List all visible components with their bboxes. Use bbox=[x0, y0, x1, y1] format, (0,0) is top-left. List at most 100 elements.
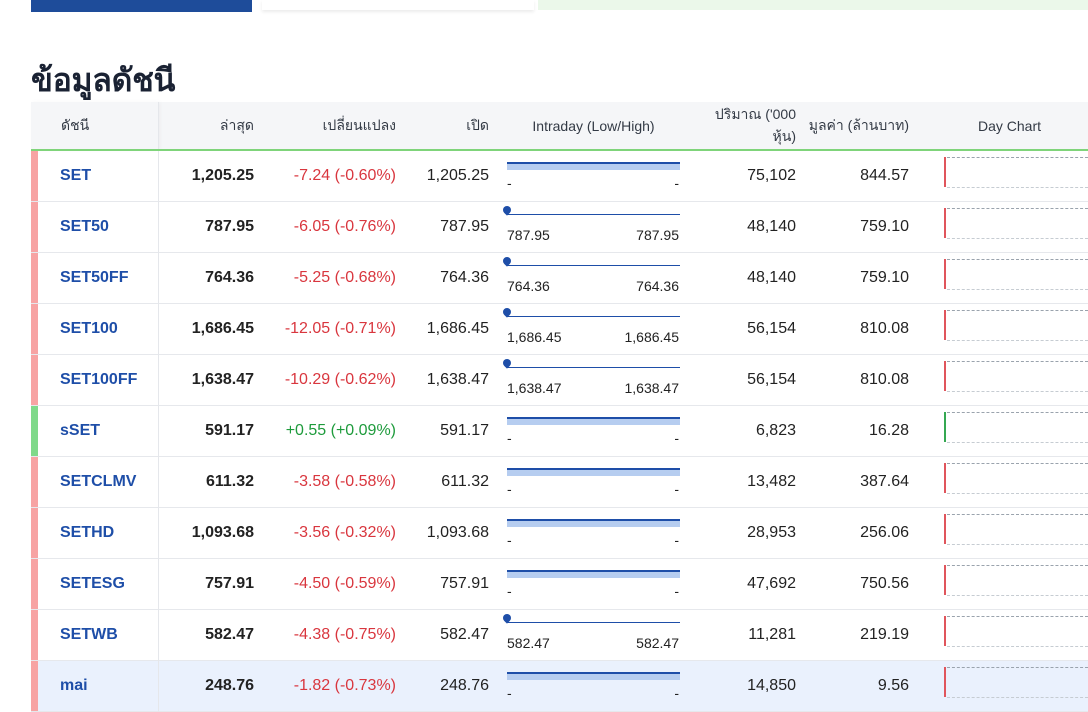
intraday-track bbox=[507, 316, 680, 317]
column-header-last[interactable]: ล่าสุด bbox=[158, 102, 260, 151]
intraday-low: 1,686.45 bbox=[507, 329, 562, 345]
day-chart-cell[interactable] bbox=[931, 661, 1088, 712]
day-chart-cell[interactable] bbox=[931, 355, 1088, 406]
day-chart-sparkline[interactable] bbox=[931, 661, 1088, 711]
table-row[interactable]: SET100FF 1,638.47 -10.29 (-0.62%) 1,638.… bbox=[31, 354, 1088, 406]
intraday-fill bbox=[507, 674, 680, 680]
intraday-low: - bbox=[507, 685, 512, 701]
table-row[interactable]: SET100 1,686.45 -12.05 (-0.71%) 1,686.45… bbox=[31, 303, 1088, 355]
table-row[interactable]: SET50FF 764.36 -5.25 (-0.68%) 764.36 764… bbox=[31, 252, 1088, 304]
day-chart-baseline bbox=[947, 646, 1088, 647]
day-chart-prev-close-line bbox=[947, 310, 1088, 311]
day-chart-sparkline[interactable] bbox=[931, 253, 1088, 303]
day-chart-cell[interactable] bbox=[931, 508, 1088, 559]
table-header-row: ดัชนี ล่าสุด เปลี่ยนแปลง เปิด Intraday (… bbox=[31, 102, 1088, 151]
day-chart-cell[interactable] bbox=[931, 559, 1088, 610]
value-cell: 810.08 bbox=[860, 371, 909, 388]
index-name-link[interactable]: mai bbox=[60, 677, 88, 694]
index-name-link[interactable]: SETESG bbox=[60, 575, 125, 592]
intraday-low: 1,638.47 bbox=[507, 380, 562, 396]
table-row[interactable]: SET 1,205.25 -7.24 (-0.60%) 1,205.25 - -… bbox=[31, 150, 1088, 202]
day-chart-baseline bbox=[947, 289, 1088, 290]
table-row[interactable]: SETCLMV 611.32 -3.58 (-0.58%) 611.32 - -… bbox=[31, 456, 1088, 508]
index-name-link[interactable]: SET100 bbox=[60, 320, 118, 337]
index-name-cell[interactable]: SET50 bbox=[31, 201, 159, 253]
index-name-cell[interactable]: SET100 bbox=[31, 303, 159, 355]
intraday-fill bbox=[507, 470, 680, 476]
index-name-cell[interactable]: SETHD bbox=[31, 507, 159, 559]
index-name-cell[interactable]: SETCLMV bbox=[31, 456, 159, 508]
change-cell: -12.05 (-0.71%) bbox=[284, 320, 396, 337]
index-name-link[interactable]: SETWB bbox=[60, 626, 118, 643]
day-chart-line bbox=[944, 667, 946, 697]
day-chart-sparkline[interactable] bbox=[931, 406, 1088, 456]
day-chart-baseline bbox=[947, 697, 1088, 698]
intraday-cell: - - bbox=[495, 457, 692, 508]
index-name-link[interactable]: SETCLMV bbox=[60, 473, 137, 490]
index-name-link[interactable]: SET bbox=[60, 167, 92, 184]
volume-cell: 14,850 bbox=[747, 677, 796, 694]
intraday-track bbox=[507, 622, 680, 623]
day-chart-sparkline[interactable] bbox=[931, 559, 1088, 609]
table-row[interactable]: mai 248.76 -1.82 (-0.73%) 248.76 - - 14,… bbox=[31, 660, 1088, 712]
table-row[interactable]: SETHD 1,093.68 -3.56 (-0.32%) 1,093.68 -… bbox=[31, 507, 1088, 559]
column-header-intraday[interactable]: Intraday (Low/High) bbox=[495, 102, 692, 151]
value-cell: 750.56 bbox=[860, 575, 909, 592]
index-name-link[interactable]: sSET bbox=[60, 422, 101, 439]
index-name-cell[interactable]: sSET bbox=[31, 405, 159, 457]
column-header-value[interactable]: มูลค่า (ล้านบาท) bbox=[804, 102, 931, 151]
intraday-high: - bbox=[674, 175, 679, 191]
intraday-high: - bbox=[674, 583, 679, 599]
day-chart-sparkline[interactable] bbox=[931, 151, 1088, 201]
intraday-range-bar: - - bbox=[495, 151, 692, 201]
day-chart-cell[interactable] bbox=[931, 610, 1088, 661]
column-header-index[interactable]: ดัชนี bbox=[31, 102, 159, 151]
index-name-cell[interactable]: SET50FF bbox=[31, 252, 159, 304]
day-chart-cell[interactable] bbox=[931, 406, 1088, 457]
day-chart-baseline bbox=[947, 340, 1088, 341]
value-cell: 256.06 bbox=[860, 524, 909, 541]
change-cell: -1.82 (-0.73%) bbox=[293, 677, 396, 694]
table-row[interactable]: SETESG 757.91 -4.50 (-0.59%) 757.91 - - … bbox=[31, 558, 1088, 610]
trend-indicator-bar bbox=[31, 406, 38, 456]
column-header-volume[interactable]: ปริมาณ ('000 หุ้น) bbox=[692, 102, 804, 151]
index-name-link[interactable]: SET50FF bbox=[60, 269, 129, 286]
last-price-cell: 1,093.68 bbox=[191, 524, 254, 541]
table-row[interactable]: sSET 591.17 +0.55 (+0.09%) 591.17 - - 6,… bbox=[31, 405, 1088, 457]
day-chart-baseline bbox=[947, 391, 1088, 392]
day-chart-cell[interactable] bbox=[931, 304, 1088, 355]
top-tab-active[interactable] bbox=[31, 0, 252, 12]
day-chart-sparkline[interactable] bbox=[931, 355, 1088, 405]
day-chart-sparkline[interactable] bbox=[931, 610, 1088, 660]
index-name-link[interactable]: SETHD bbox=[60, 524, 115, 541]
index-name-link[interactable]: SET50 bbox=[60, 218, 109, 235]
day-chart-cell[interactable] bbox=[931, 150, 1088, 202]
intraday-low: 582.47 bbox=[507, 635, 550, 651]
index-name-cell[interactable]: mai bbox=[31, 660, 159, 712]
intraday-range-bar: - - bbox=[495, 508, 692, 558]
intraday-low: 764.36 bbox=[507, 278, 550, 294]
day-chart-cell[interactable] bbox=[931, 253, 1088, 304]
day-chart-baseline bbox=[947, 544, 1088, 545]
index-name-link[interactable]: SET100FF bbox=[60, 371, 138, 388]
table-row[interactable]: SET50 787.95 -6.05 (-0.76%) 787.95 787.9… bbox=[31, 201, 1088, 253]
day-chart-cell[interactable] bbox=[931, 457, 1088, 508]
index-name-cell[interactable]: SETESG bbox=[31, 558, 159, 610]
day-chart-cell[interactable] bbox=[931, 202, 1088, 253]
top-tab-inactive[interactable] bbox=[262, 0, 534, 10]
index-table: ดัชนี ล่าสุด เปลี่ยนแปลง เปิด Intraday (… bbox=[31, 102, 1088, 712]
column-header-open[interactable]: เปิด bbox=[402, 102, 495, 151]
intraday-track bbox=[507, 367, 680, 368]
change-cell: +0.55 (+0.09%) bbox=[285, 422, 396, 439]
day-chart-sparkline[interactable] bbox=[931, 304, 1088, 354]
index-name-cell[interactable]: SETWB bbox=[31, 609, 159, 661]
day-chart-sparkline[interactable] bbox=[931, 202, 1088, 252]
day-chart-sparkline[interactable] bbox=[931, 508, 1088, 558]
day-chart-sparkline[interactable] bbox=[931, 457, 1088, 507]
table-row[interactable]: SETWB 582.47 -4.38 (-0.75%) 582.47 582.4… bbox=[31, 609, 1088, 661]
value-cell: 219.19 bbox=[860, 626, 909, 643]
index-name-cell[interactable]: SET bbox=[31, 150, 159, 202]
column-header-change[interactable]: เปลี่ยนแปลง bbox=[260, 102, 402, 151]
index-name-cell[interactable]: SET100FF bbox=[31, 354, 159, 406]
volume-cell: 28,953 bbox=[747, 524, 796, 541]
